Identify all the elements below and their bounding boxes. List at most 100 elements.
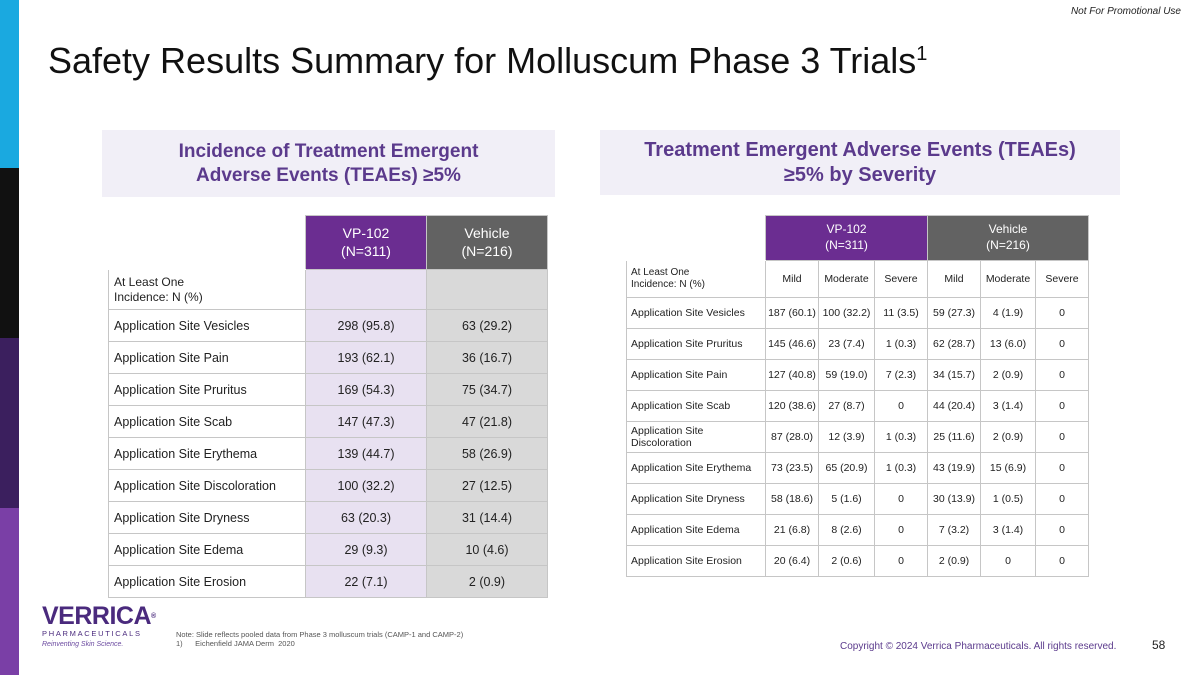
footnote-reference-1: 1) Eichenfield JAMA Derm 2020: [176, 639, 295, 648]
left-heading-line2: Adverse Events (TEAEs) ≥5%: [196, 164, 461, 186]
vehicle-value: 58 (26.9): [426, 437, 548, 470]
vehicle-severe-value: 0: [1035, 297, 1089, 329]
left-heading-line1: Incidence of Treatment Emergent: [178, 140, 479, 162]
vp102-mild-value: 20 (6.4): [765, 545, 819, 577]
page-title: Safety Results Summary for Molluscum Pha…: [48, 40, 927, 82]
vehicle-value: 75 (34.7): [426, 373, 548, 406]
row-label: Application Site Erosion: [626, 545, 766, 577]
vp102-severe-value: 0: [874, 514, 928, 546]
right-panel-heading: Treatment Emergent Adverse Events (TEAEs…: [600, 130, 1120, 195]
severity-header-mild: Mild: [765, 260, 819, 298]
table-row: Application Site Discoloration 100 (32.2)…: [108, 469, 548, 502]
vehicle-severe-value: 0: [1035, 390, 1089, 422]
subheader-vehicle-cell: [426, 269, 548, 310]
row-label: Application Site Erythema: [626, 452, 766, 484]
table-row: Application Site Pain 193 (62.1) 36 (16.7): [108, 341, 548, 374]
vp102-n: (N=311): [341, 242, 391, 259]
vp102-moderate-value: 12 (3.9): [818, 421, 875, 453]
table-row: Application Site Edema 21 (6.8) 8 (2.6) 0 7 …: [626, 514, 1089, 546]
severity-header-severe: Severe: [1035, 260, 1089, 298]
subheader-label: At Least One Incidence: N (%): [108, 269, 306, 310]
vp102-severe-value: 0: [874, 390, 928, 422]
vp102-mild-value: 120 (38.6): [765, 390, 819, 422]
vehicle-name: Vehicle: [464, 225, 510, 241]
severity-subheader-row: At Least One Incidence: N (%) Mild Modera…: [626, 260, 1089, 298]
vp102-moderate-value: 23 (7.4): [818, 328, 875, 360]
vp102-mild-value: 58 (18.6): [765, 483, 819, 515]
disclaimer: Not For Promotional Use: [1070, 6, 1181, 17]
vp102-value: 63 (20.3): [305, 501, 427, 534]
vehicle-mild-value: 7 (3.2): [927, 514, 981, 546]
table-body: Application Site Vesicles 187 (60.1) 100 (…: [626, 297, 1089, 577]
subheader-line2: Incidence: N (%): [114, 289, 203, 304]
vp102-mild-value: 145 (46.6): [765, 328, 819, 360]
vehicle-mild-value: 44 (20.4): [927, 390, 981, 422]
left-panel-heading: Incidence of Treatment Emergent Adverse E…: [102, 130, 555, 197]
vehicle-mild-value: 59 (27.3): [927, 297, 981, 329]
row-label: Application Site Pruritus: [108, 373, 306, 406]
vp102-severe-value: 1 (0.3): [874, 452, 928, 484]
subheader-line1: At Least One: [114, 274, 185, 289]
logo-subtitle: PHARMACEUTICALS: [42, 629, 142, 638]
vp102-moderate-value: 5 (1.6): [818, 483, 875, 515]
vp102-moderate-value: 65 (20.9): [818, 452, 875, 484]
vp102-severe-value: 0: [874, 483, 928, 515]
table-row: Application Site Pruritus 169 (54.3) 75 (3…: [108, 373, 548, 406]
severity-header-moderate: Moderate: [818, 260, 875, 298]
vp102-severe-value: 11 (3.5): [874, 297, 928, 329]
teae-severity-table: VP-102 (N=311) Vehicle (N=216) At Least On…: [626, 215, 1089, 577]
vehicle-moderate-value: 13 (6.0): [980, 328, 1036, 360]
sidebar-segment-blue: [0, 0, 19, 168]
logo-trademark: ®: [151, 613, 156, 620]
table-row: Application Site Scab 147 (47.3) 47 (21.8): [108, 405, 548, 438]
vehicle-mild-value: 43 (19.9): [927, 452, 981, 484]
table-row: Application Site Discoloration 87 (28.0) 1…: [626, 421, 1089, 453]
vehicle-severe-value: 0: [1035, 421, 1089, 453]
vehicle-severe-value: 0: [1035, 328, 1089, 360]
table-row: Application Site Edema 29 (9.3) 10 (4.6): [108, 533, 548, 566]
table-row: Application Site Vesicles 187 (60.1) 100 (…: [626, 297, 1089, 329]
row-label: Application Site Discoloration: [108, 469, 306, 502]
vehicle-mild-value: 25 (11.6): [927, 421, 981, 453]
subheader-vp-cell: [305, 269, 427, 310]
severity-header-mild: Mild: [927, 260, 981, 298]
subheader-label: At Least One Incidence: N (%): [626, 260, 766, 298]
vp102-moderate-value: 27 (8.7): [818, 390, 875, 422]
table-row: Application Site Dryness 58 (18.6) 5 (1.6)…: [626, 483, 1089, 515]
row-label: Application Site Erythema: [108, 437, 306, 470]
table-row: Application Site Erythema 139 (44.7) 58 (2…: [108, 437, 548, 470]
table-header-blank: [626, 215, 766, 261]
accent-sidebar: [0, 0, 19, 675]
row-label: Application Site Dryness: [108, 501, 306, 534]
subheader-line2: Incidence: N (%): [631, 279, 705, 290]
vp102-moderate-value: 59 (19.0): [818, 359, 875, 391]
row-label: Application Site Edema: [108, 533, 306, 566]
vehicle-value: 10 (4.6): [426, 533, 548, 566]
row-label: Application Site Dryness: [626, 483, 766, 515]
vehicle-severe-value: 0: [1035, 452, 1089, 484]
row-label: Application Site Pain: [626, 359, 766, 391]
sidebar-segment-dark-purple: [0, 338, 19, 508]
vp102-value: 29 (9.3): [305, 533, 427, 566]
vp102-severe-value: 1 (0.3): [874, 328, 928, 360]
page-title-text: Safety Results Summary for Molluscum Pha…: [48, 40, 917, 81]
vehicle-value: 31 (14.4): [426, 501, 548, 534]
table-row: Application Site Dryness 63 (20.3) 31 (14.…: [108, 501, 548, 534]
logo-tagline: Reinventing Skin Science.: [42, 641, 124, 648]
vehicle-severe-value: 0: [1035, 545, 1089, 577]
sidebar-segment-black: [0, 168, 19, 338]
vp102-moderate-value: 8 (2.6): [818, 514, 875, 546]
sidebar-segment-purple: [0, 508, 19, 675]
row-label: Application Site Pruritus: [626, 328, 766, 360]
vp102-n: (N=311): [825, 238, 868, 252]
table-row: Application Site Erosion 22 (7.1) 2 (0.9): [108, 565, 548, 598]
footnotes: Note: Slide reflects pooled data from Ph…: [176, 630, 463, 648]
vehicle-n: (N=216): [461, 242, 513, 259]
vehicle-mild-value: 2 (0.9): [927, 545, 981, 577]
vp102-value: 298 (95.8): [305, 309, 427, 342]
row-label: Application Site Erosion: [108, 565, 306, 598]
vehicle-moderate-value: 1 (0.5): [980, 483, 1036, 515]
vehicle-n: (N=216): [986, 238, 1030, 252]
vp102-value: 22 (7.1): [305, 565, 427, 598]
row-label: Application Site Pain: [108, 341, 306, 374]
